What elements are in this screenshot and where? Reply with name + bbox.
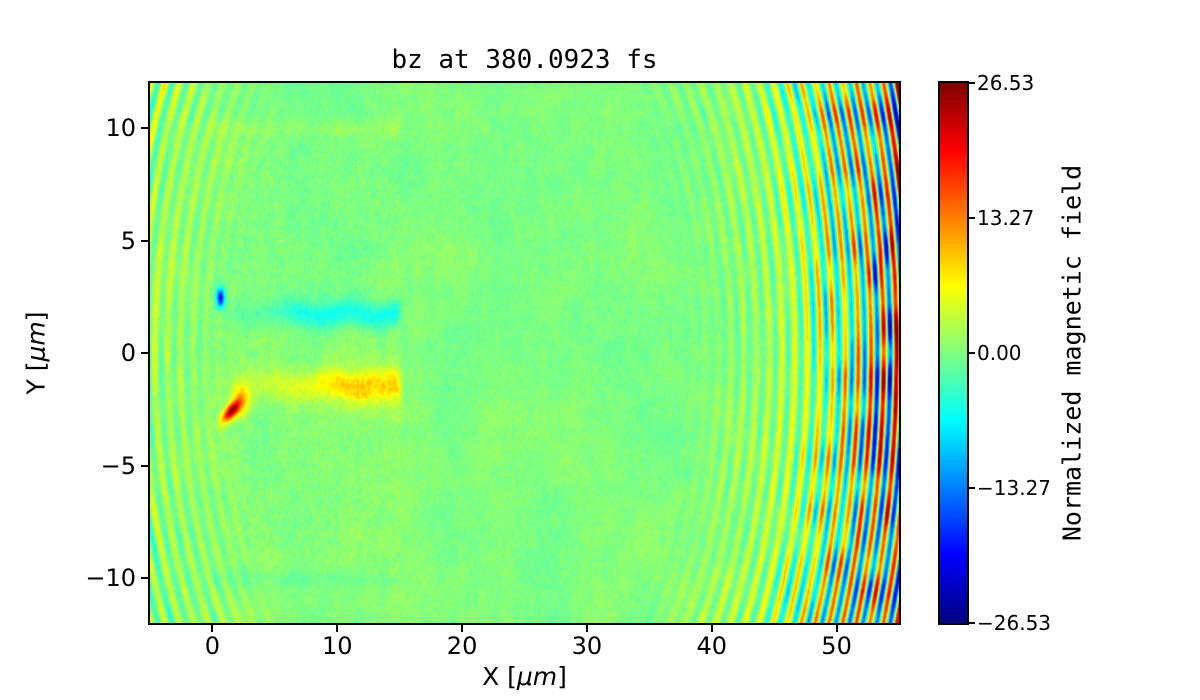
y-tick-mark [141,239,148,242]
colorbar-tick-mark [969,82,975,84]
y-tick-label: 5 [120,226,136,255]
y-tick-label: 10 [105,113,136,142]
y-tick-mark [141,577,148,579]
heatmap-canvas [150,83,899,623]
y-axis-label-post: ] [21,311,51,322]
x-tick-mark [211,625,214,632]
y-tick-mark [141,352,148,354]
x-tick-label: 10 [321,632,353,660]
x-tick-mark [461,625,464,632]
x-tick-label: 50 [821,632,852,660]
y-tick-label: −10 [85,563,136,592]
y-tick-label: −5 [100,451,136,480]
y-axis-label: Y [μm] [22,311,51,394]
y-axis-label-unit: μm [21,321,51,362]
colorbar-tick-label: −13.27 [977,476,1052,501]
colorbar-tick-mark [969,622,975,624]
x-axis-label-pre: X [ [482,662,517,691]
x-tick-label: 40 [696,632,728,660]
colorbar-tick-label: 0.00 [977,341,1022,365]
x-tick-label: 20 [446,632,478,660]
x-axis-label-unit: μm [516,662,558,691]
colorbar-tick-label: −26.53 [977,611,1052,635]
x-tick-mark [585,625,588,632]
y-axis-label-pre: Y [ [21,361,51,395]
x-tick-label: 30 [571,632,603,660]
y-tick-label: 0 [120,338,136,367]
x-tick-label: 0 [204,632,221,660]
y-tick-mark [141,127,148,129]
x-tick-mark [835,625,838,632]
plot-title: bz at 380.0923 fs [391,45,658,75]
colorbar-tick-label: 13.27 [977,205,1035,230]
y-tick-mark [141,464,148,467]
colorbar-tick-mark [969,352,975,354]
x-axis-label-post: ] [557,662,567,691]
x-tick-mark [336,625,339,632]
colorbar-canvas [940,83,967,623]
colorbar-tick-mark [969,487,975,490]
colorbar-label: Normalized magnetic field [1057,164,1087,542]
x-tick-mark [710,625,713,632]
colorbar-tick-mark [969,216,975,219]
x-axis-label: X [μm] [150,662,899,691]
colorbar-tick-label: 26.53 [977,71,1035,95]
